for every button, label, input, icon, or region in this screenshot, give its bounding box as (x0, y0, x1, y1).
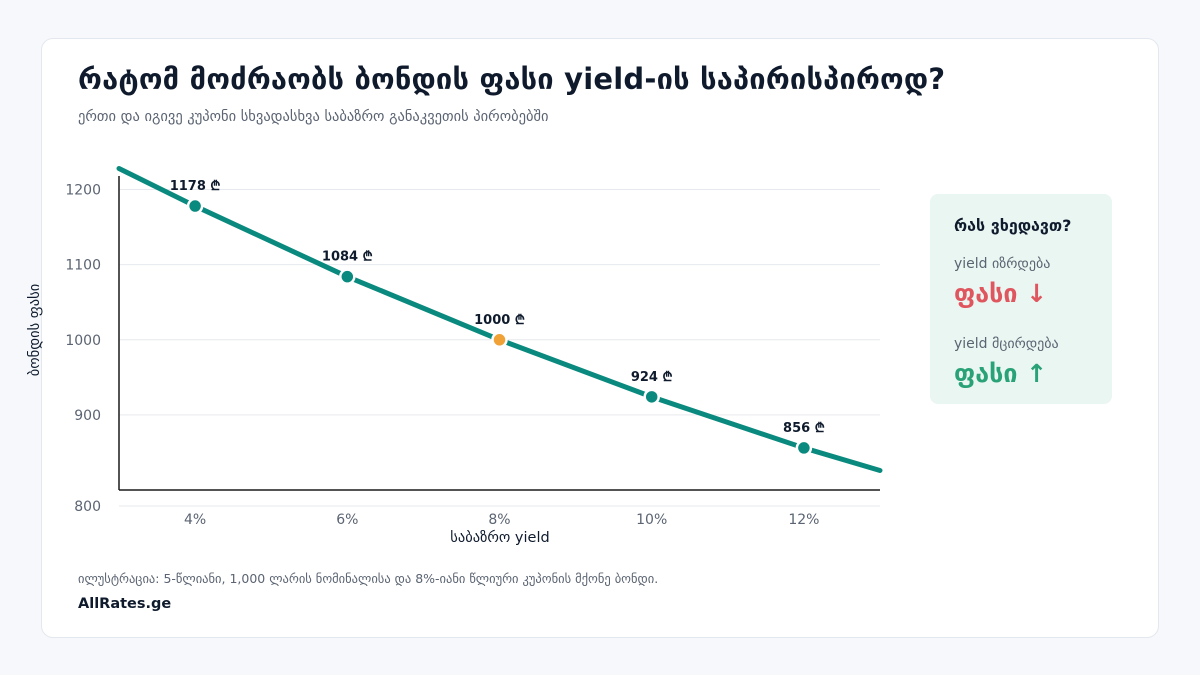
x-tick-label: 8% (488, 512, 510, 528)
data-point (339, 268, 356, 285)
x-tick-label: 6% (336, 512, 358, 528)
price-down-text: ფასი ↓ (954, 279, 1048, 308)
y-tick-label: 800 (74, 499, 101, 515)
data-label: 1000 ₾ (474, 313, 525, 328)
data-point (643, 388, 660, 406)
y-tick-label: 900 (74, 408, 101, 424)
price-up-text: ფასი ↑ (954, 359, 1048, 388)
data-point (795, 439, 813, 457)
x-tick-label: 4% (184, 512, 206, 528)
x-tick-label: 12% (788, 512, 819, 528)
y-axis-label: ბონდის ფასი (27, 284, 43, 376)
footnote: ილუსტრაცია: 5-წლიანი, 1,000 ლარის ნომინა… (78, 571, 659, 586)
par-value-point (491, 331, 508, 349)
yield-rise-label: yield იზრდება (954, 256, 1051, 272)
y-tick-label: 1200 (65, 183, 101, 199)
chart-subtitle: ერთი და იგივე კუპონი სხვადასხვა საბაზრო … (78, 109, 549, 125)
x-axis-label: საბაზრო yield (450, 529, 549, 546)
data-label: 1178 ₾ (170, 179, 221, 194)
insight-panel: რას ვხედავთ? yield იზრდება ფასი ↓ yield … (930, 194, 1112, 404)
x-tick-label: 10% (636, 512, 667, 528)
insight-title: რას ვხედავთ? (954, 216, 1072, 235)
y-tick-label: 1100 (65, 258, 101, 274)
data-point (186, 197, 204, 215)
brand-name: AllRates.ge (78, 596, 172, 612)
data-label: 856 ₾ (783, 421, 825, 436)
data-label: 924 ₾ (631, 370, 673, 385)
yield-fall-label: yield მცირდება (954, 336, 1059, 352)
chart-title: რატომ მოძრაობს ბონდის ფასი yield-ის საპი… (78, 62, 946, 96)
y-tick-label: 1000 (65, 333, 101, 349)
data-label: 1084 ₾ (322, 250, 373, 265)
